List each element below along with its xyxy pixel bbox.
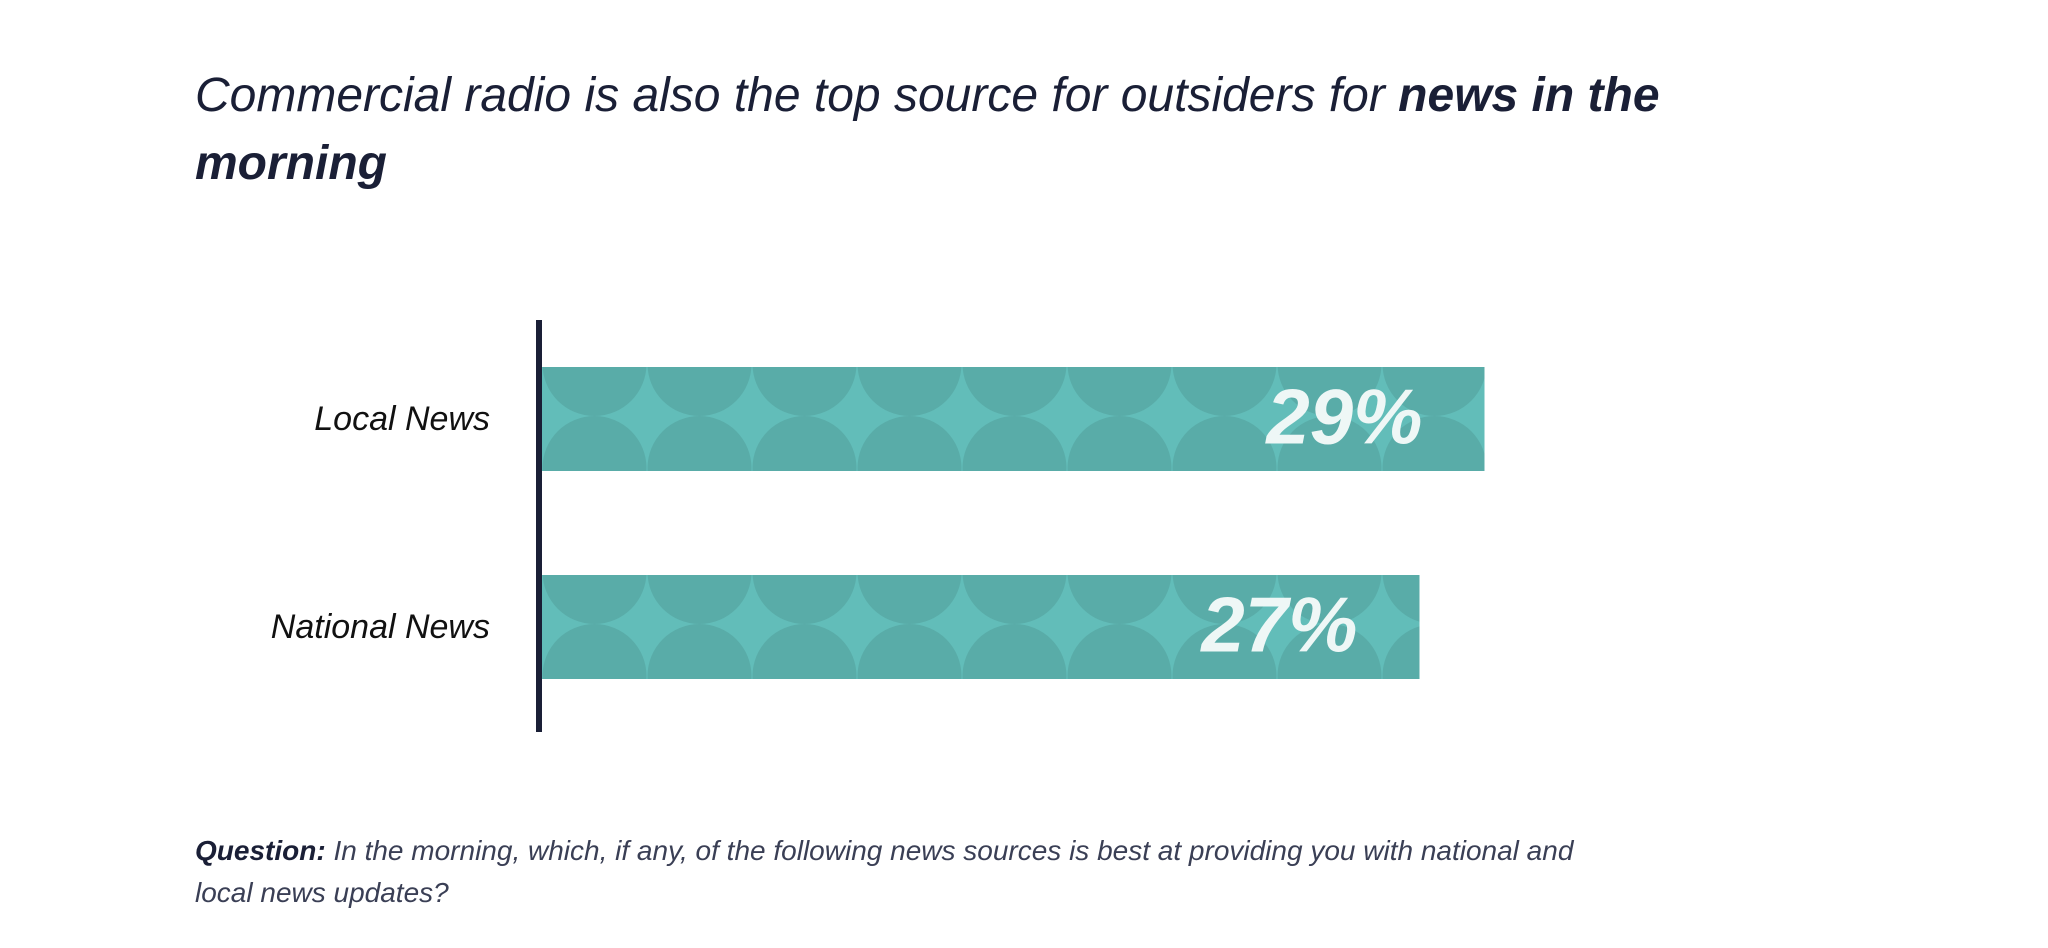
question-text: In the morning, which, if any, of the fo… <box>195 835 1574 908</box>
question-note: Question: In the morning, which, if any,… <box>195 830 1595 914</box>
chart-title: Commercial radio is also the top source … <box>195 62 1835 198</box>
title-text: Commercial radio is also the top source … <box>195 69 1385 122</box>
bar-texture <box>542 367 1485 471</box>
value-label: 29% <box>1264 373 1422 461</box>
title-emphasis: news in the morning <box>195 69 1660 190</box>
value-label: 27% <box>1199 581 1357 669</box>
category-label: National News <box>271 608 490 646</box>
category-label: Local News <box>314 400 490 438</box>
bar-texture <box>542 575 1420 679</box>
question-label: Question: <box>195 835 326 866</box>
